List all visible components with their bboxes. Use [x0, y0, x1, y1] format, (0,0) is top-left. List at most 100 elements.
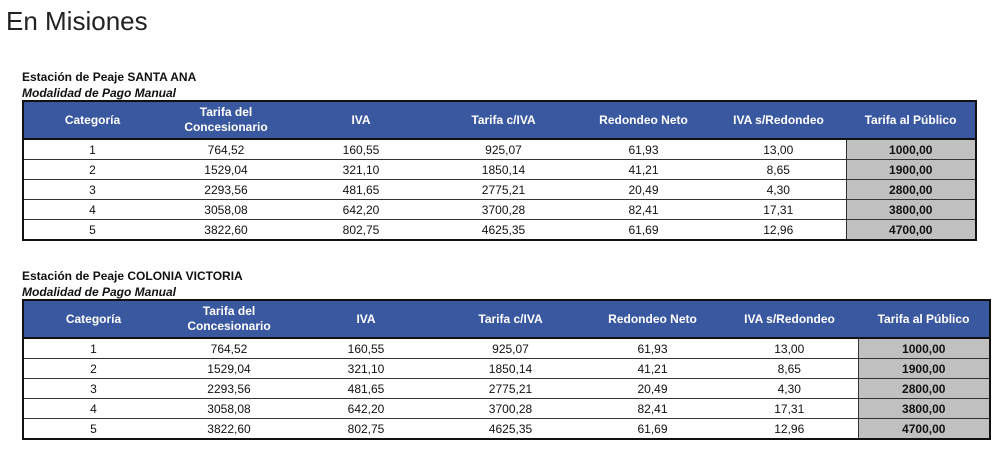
toll-section: Estación de Peaje COLONIA VICTORIA Modali…: [22, 266, 991, 440]
table-cell: 1529,04: [161, 159, 291, 180]
table-cell: 20,49: [576, 179, 711, 200]
table-row: 4 3058,08 642,20 3700,28 82,41 17,31 3800,00: [23, 398, 990, 419]
table-row: 4 3058,08 642,20 3700,28 82,41 17,31 3800,00: [23, 199, 976, 220]
table-cell: 3822,60: [163, 418, 295, 440]
table-cell: 3822,60: [161, 219, 291, 241]
column-header: IVA s/Redondeo: [721, 300, 858, 339]
table-cell: 61,93: [584, 338, 721, 359]
table-cell: 481,65: [295, 378, 437, 399]
table-cell: 4700,00: [845, 219, 976, 241]
table-cell: 1000,00: [845, 139, 976, 160]
table-cell: 41,21: [576, 159, 711, 180]
column-header: Tarifa c/IVA: [437, 300, 584, 339]
table-cell: 2: [23, 159, 161, 180]
table-cell: 2800,00: [857, 378, 990, 399]
table-cell: 2775,21: [437, 378, 584, 399]
table-cell: 1000,00: [857, 338, 990, 359]
table-cell: 20,49: [584, 378, 721, 399]
table-cell: 1: [23, 139, 161, 160]
payment-mode: Modalidad de Pago Manual: [22, 285, 177, 299]
table-cell: 2293,56: [161, 179, 291, 200]
table-row: 5 3822,60 802,75 4625,35 61,69 12,96 4700,00: [23, 219, 976, 241]
table-cell: 4: [23, 199, 161, 220]
table-row: 3 2293,56 481,65 2775,21 20,49 4,30 2800,00: [23, 378, 990, 399]
table-cell: 321,10: [291, 159, 431, 180]
table-cell: 17,31: [721, 398, 858, 419]
table-cell: 642,20: [291, 199, 431, 220]
column-header: Redondeo Neto: [576, 101, 711, 140]
column-header: Tarifa c/IVA: [431, 101, 576, 140]
table-cell: 61,93: [576, 139, 711, 160]
column-header: Categoría: [23, 300, 163, 339]
table-cell: 925,07: [431, 139, 576, 160]
table-cell: 1900,00: [857, 358, 990, 379]
table-row: 1 764,52 160,55 925,07 61,93 13,00 1000,00: [23, 338, 990, 359]
toll-table: Categoría Tarifa del Concesionario IVA Tari…: [22, 100, 977, 241]
table-cell: 2293,56: [163, 378, 295, 399]
table-row: 5 3822,60 802,75 4625,35 61,69 12,96 4700,00: [23, 418, 990, 440]
column-header: Tarifa al Público: [846, 101, 976, 140]
column-header: Tarifa al Público: [858, 300, 990, 339]
table-cell: 1529,04: [163, 358, 295, 379]
table-cell: 481,65: [291, 179, 431, 200]
table-cell: 802,75: [295, 418, 437, 440]
table-cell: 17,31: [711, 199, 846, 220]
table-cell: 1: [23, 338, 163, 359]
station-name: Estación de Peaje COLONIA VICTORIA: [22, 269, 243, 283]
table-cell: 160,55: [295, 338, 437, 359]
table-cell: 3058,08: [163, 398, 295, 419]
table-cell: 1850,14: [437, 358, 584, 379]
table-cell: 13,00: [721, 338, 858, 359]
table-cell: 2: [23, 358, 163, 379]
header-row: Categoría Tarifa del Concesionario IVA Tari…: [23, 300, 990, 339]
table-cell: 61,69: [584, 418, 721, 440]
table-cell: 8,65: [721, 358, 858, 379]
table-row: 2 1529,04 321,10 1850,14 41,21 8,65 1900,00: [23, 358, 990, 379]
table-cell: 4,30: [721, 378, 858, 399]
toll-table: Categoría Tarifa del Concesionario IVA Tari…: [22, 299, 991, 440]
table-cell: 4625,35: [437, 418, 584, 440]
table-body: 1 764,52 160,55 925,07 61,93 13,00 1000,00 2 152…: [23, 139, 976, 241]
table-cell: 802,75: [291, 219, 431, 241]
table-cell: 5: [23, 219, 161, 241]
table-cell: 13,00: [711, 139, 846, 160]
table-cell: 3: [23, 378, 163, 399]
table-cell: 82,41: [584, 398, 721, 419]
table-cell: 1900,00: [845, 159, 976, 180]
table-cell: 61,69: [576, 219, 711, 241]
table-cell: 4625,35: [431, 219, 576, 241]
column-header: Tarifa del Concesionario: [161, 101, 291, 140]
table-body: 1 764,52 160,55 925,07 61,93 13,00 1000,00 2 152…: [23, 338, 990, 440]
table-cell: 925,07: [437, 338, 584, 359]
table-cell: 764,52: [163, 338, 295, 359]
table-cell: 3800,00: [857, 398, 990, 419]
table-cell: 4: [23, 398, 163, 419]
station-name: Estación de Peaje SANTA ANA: [22, 70, 197, 84]
table-cell: 12,96: [721, 418, 858, 440]
column-header: IVA: [291, 101, 431, 140]
table-cell: 2800,00: [845, 179, 976, 200]
table-cell: 3700,28: [431, 199, 576, 220]
table-cell: 41,21: [584, 358, 721, 379]
table-cell: 160,55: [291, 139, 431, 160]
page-title: En Misiones: [6, 6, 148, 36]
column-header: IVA s/Redondeo: [711, 101, 846, 140]
table-cell: 4700,00: [857, 418, 990, 440]
header-row: Categoría Tarifa del Concesionario IVA Tari…: [23, 101, 976, 140]
toll-section: Estación de Peaje SANTA ANA Modalidad de …: [22, 67, 977, 241]
column-header: IVA: [295, 300, 437, 339]
table-cell: 3700,28: [437, 398, 584, 419]
table-cell: 5: [23, 418, 163, 440]
table-row: 2 1529,04 321,10 1850,14 41,21 8,65 1900,00: [23, 159, 976, 180]
table-row: 1 764,52 160,55 925,07 61,93 13,00 1000,00: [23, 139, 976, 160]
table-row: 3 2293,56 481,65 2775,21 20,49 4,30 2800,00: [23, 179, 976, 200]
column-header: Redondeo Neto: [584, 300, 721, 339]
table-cell: 82,41: [576, 199, 711, 220]
table-cell: 1850,14: [431, 159, 576, 180]
table-cell: 3800,00: [845, 199, 976, 220]
table-cell: 12,96: [711, 219, 846, 241]
table-cell: 4,30: [711, 179, 846, 200]
table-cell: 3: [23, 179, 161, 200]
column-header: Tarifa del Concesionario: [163, 300, 295, 339]
